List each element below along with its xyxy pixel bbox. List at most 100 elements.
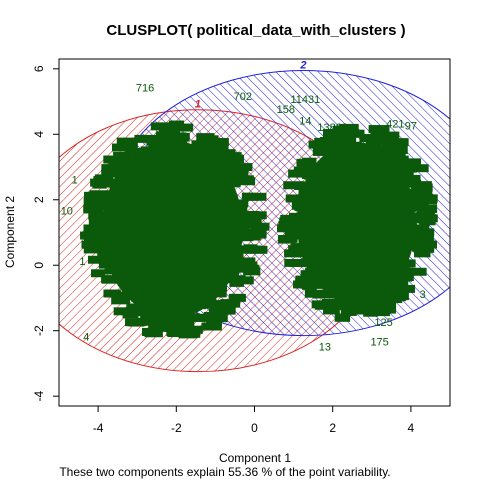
x-axis-label: Component 1	[219, 451, 291, 465]
point-label: 702	[234, 91, 252, 103]
data-point	[89, 190, 110, 199]
data-point	[418, 228, 435, 237]
data-point	[137, 317, 156, 326]
point-label: 716	[136, 83, 154, 95]
data-point	[87, 230, 103, 239]
data-point	[283, 181, 305, 190]
data-point	[387, 138, 409, 147]
data-point	[104, 168, 121, 177]
data-point	[88, 218, 107, 227]
point-label: 13	[319, 341, 331, 353]
point-label: 13883	[317, 122, 348, 134]
y-tick-label: 0	[32, 262, 46, 269]
data-point	[407, 231, 428, 240]
data-point	[408, 267, 427, 276]
y-tick-label: 4	[32, 131, 46, 138]
data-point	[334, 313, 351, 322]
data-point	[323, 306, 340, 315]
point-label: 158	[277, 104, 295, 116]
data-point	[179, 123, 194, 132]
point-label: 10	[61, 205, 73, 217]
data-point	[223, 152, 242, 161]
data-point	[288, 169, 308, 178]
data-point	[403, 174, 421, 183]
data-point	[386, 287, 402, 296]
data-point	[243, 244, 258, 253]
data-point	[295, 275, 312, 284]
data-point	[101, 275, 118, 284]
point-cloud-core	[296, 142, 416, 304]
data-point	[111, 296, 130, 305]
data-point	[283, 234, 298, 243]
data-point	[409, 201, 426, 210]
data-point	[370, 308, 390, 317]
data-point	[388, 150, 404, 159]
data-point	[340, 307, 357, 316]
data-point	[93, 176, 114, 185]
data-point	[416, 196, 438, 205]
point-label: 14	[299, 115, 311, 127]
data-point	[128, 318, 145, 327]
data-point	[201, 135, 219, 144]
data-point	[398, 168, 414, 177]
data-point	[220, 299, 241, 308]
data-point	[229, 278, 244, 287]
point-label: 4	[83, 332, 89, 344]
data-point	[415, 240, 437, 249]
data-point	[285, 194, 305, 203]
data-point	[103, 289, 121, 298]
data-point	[191, 313, 208, 322]
data-point	[146, 137, 165, 146]
data-point	[322, 129, 340, 138]
y-tick-label: -4	[32, 391, 46, 402]
data-point	[410, 183, 433, 192]
data-point	[113, 307, 129, 316]
data-point	[359, 134, 378, 143]
data-point	[342, 129, 359, 138]
data-point	[327, 141, 346, 150]
point-label: 97	[405, 120, 417, 132]
data-point	[125, 307, 146, 316]
data-point	[387, 282, 403, 291]
y-axis: -4 -2 0 2 4 6	[32, 65, 59, 402]
data-point	[414, 244, 435, 253]
data-point	[116, 137, 138, 146]
data-point	[304, 289, 327, 298]
data-point	[210, 314, 228, 323]
data-point	[228, 293, 246, 302]
data-point	[232, 199, 249, 208]
point-label: 1	[79, 256, 85, 268]
y-tick-label: 6	[32, 65, 46, 72]
point-label: 11431	[290, 94, 320, 106]
data-point	[215, 306, 236, 315]
point-label: 421	[386, 119, 404, 131]
data-point	[284, 249, 301, 258]
data-point	[90, 212, 107, 221]
data-point	[365, 139, 382, 148]
data-point	[219, 159, 239, 168]
cluster-labels: 12	[195, 59, 307, 110]
data-point	[389, 278, 409, 287]
data-point	[239, 276, 254, 285]
data-point	[241, 215, 262, 224]
data-point	[414, 249, 431, 258]
data-point	[111, 143, 129, 152]
data-point	[231, 163, 253, 172]
data-point	[238, 175, 254, 184]
data-point	[87, 255, 106, 264]
data-point	[374, 296, 395, 305]
data-point	[321, 298, 340, 307]
data-point	[280, 214, 298, 223]
x-tick-label: -4	[93, 421, 104, 435]
chart-title: CLUSPLOT( political_data_with_clusters )	[106, 22, 405, 39]
point-label: 1	[72, 174, 78, 186]
cluster-label-1: 1	[195, 99, 201, 111]
data-point	[124, 147, 147, 156]
data-point	[393, 155, 409, 164]
data-point	[407, 164, 429, 173]
data-point	[103, 155, 119, 164]
data-point	[250, 222, 270, 231]
data-point	[331, 133, 350, 142]
data-point	[92, 180, 107, 189]
